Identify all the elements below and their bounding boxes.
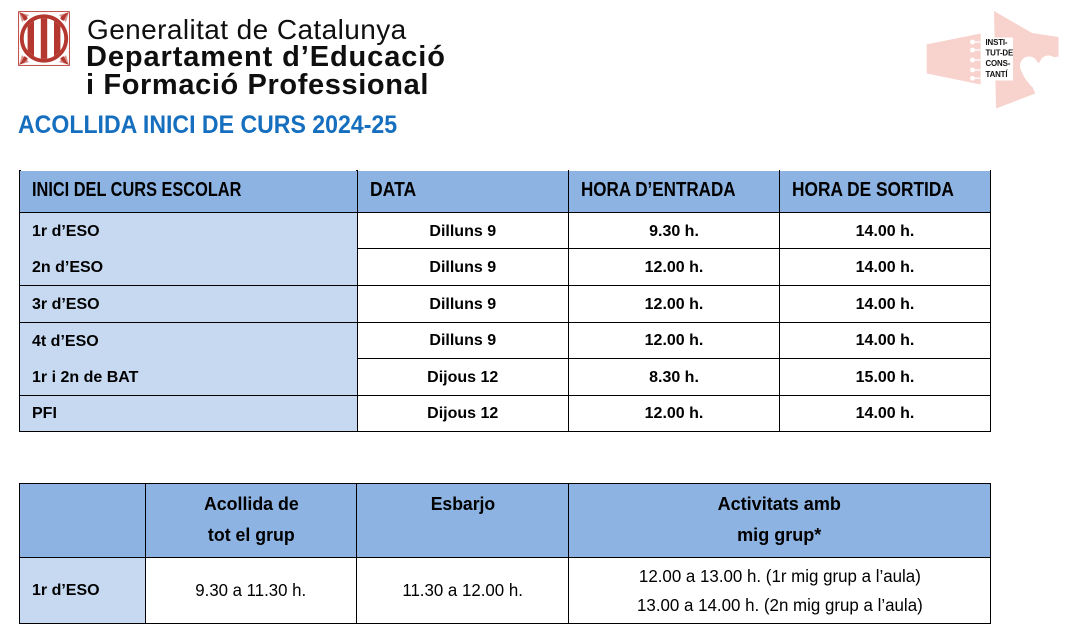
svg-text:TANTÍ: TANTÍ bbox=[986, 70, 1009, 79]
svg-text:INSTI-: INSTI- bbox=[986, 38, 1008, 47]
svg-text:TUT-DE: TUT-DE bbox=[986, 49, 1014, 58]
svg-text:CONS-: CONS- bbox=[986, 59, 1011, 68]
